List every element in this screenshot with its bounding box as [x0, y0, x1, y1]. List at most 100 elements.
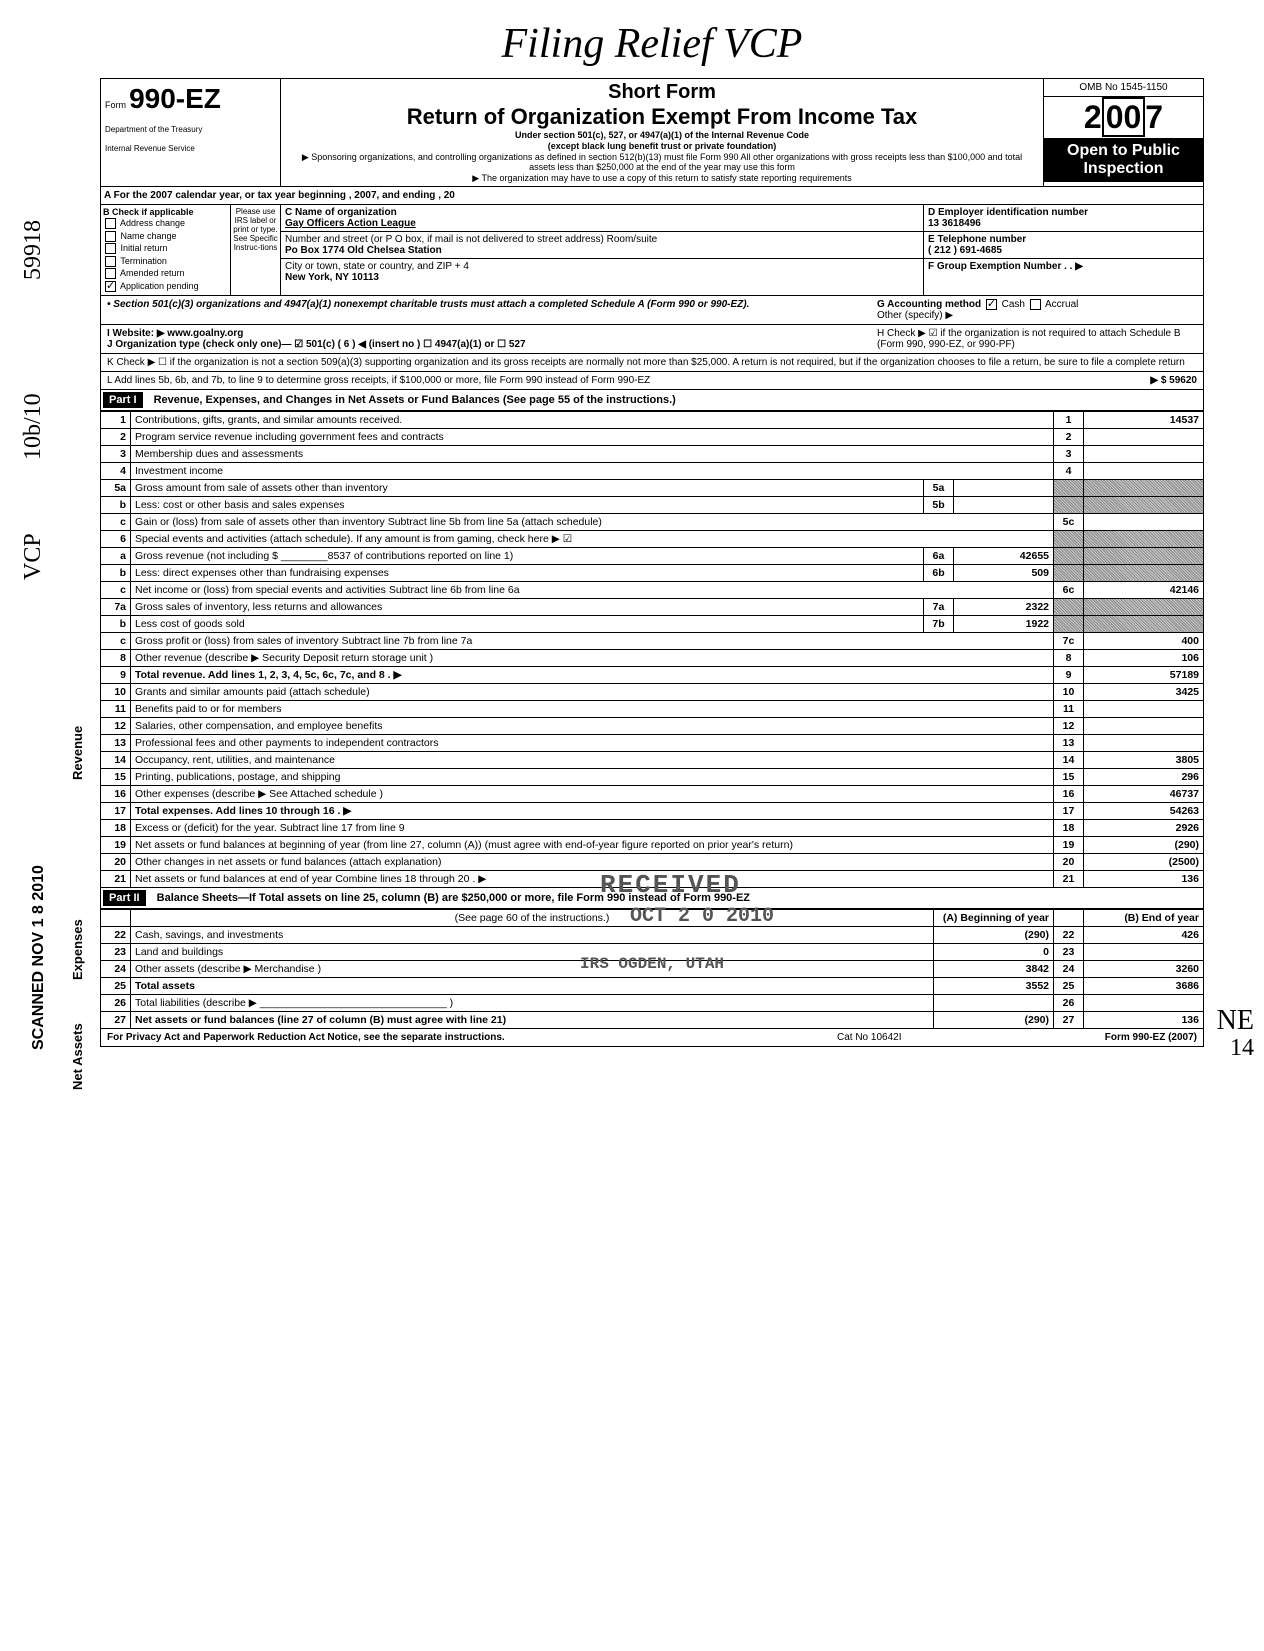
- table-row: 25Total assets3552253686: [101, 977, 1204, 994]
- table-row: 14Occupancy, rent, utilities, and mainte…: [101, 751, 1204, 768]
- table-row: 5aGross amount from sale of assets other…: [101, 479, 1204, 496]
- table-row: 6Special events and activities (attach s…: [101, 530, 1204, 547]
- part2-title: Balance Sheets—If Total assets on line 2…: [157, 892, 750, 904]
- addr-label: Number and street (or P O box, if mail i…: [285, 234, 657, 245]
- margin-ne: NE: [1217, 1005, 1254, 1037]
- table-row: 18Excess or (deficit) for the year. Subt…: [101, 819, 1204, 836]
- dept-treasury: Department of the Treasury: [105, 125, 276, 134]
- expenses-label: Expenses: [70, 919, 85, 980]
- cb-pending[interactable]: Application pending: [103, 280, 228, 293]
- table-row: 21Net assets or fund balances at end of …: [101, 870, 1204, 887]
- short-form-label: Short Form: [291, 81, 1033, 104]
- website-label: I Website: ▶: [107, 328, 165, 339]
- cb-accrual[interactable]: [1030, 299, 1041, 310]
- subtitle-4: ▶ The organization may have to use a cop…: [291, 173, 1033, 184]
- table-row: 1Contributions, gifts, grants, and simil…: [101, 411, 1204, 428]
- table-row: 23Land and buildings023: [101, 943, 1204, 960]
- e-label: E Telephone number: [928, 234, 1026, 245]
- accrual-label: Accrual: [1045, 299, 1078, 310]
- l-text: L Add lines 5b, 6b, and 7b, to line 9 to…: [107, 375, 650, 386]
- table-row: bLess cost of goods sold7b1922: [101, 615, 1204, 632]
- table-row: 10Grants and similar amounts paid (attac…: [101, 683, 1204, 700]
- col-a-header: (A) Beginning of year: [934, 909, 1054, 926]
- cb-amended[interactable]: Amended return: [103, 267, 228, 280]
- open-public-1: Open to Public: [1048, 142, 1199, 160]
- g-other: Other (specify) ▶: [877, 310, 953, 321]
- part1-title: Revenue, Expenses, and Changes in Net As…: [154, 394, 676, 406]
- form-prefix: Form: [105, 100, 126, 110]
- section-501-row: • Section 501(c)(3) organizations and 49…: [100, 296, 1204, 325]
- table-row: 3Membership dues and assessments3: [101, 445, 1204, 462]
- org-address: Po Box 1774 Old Chelsea Station: [285, 245, 442, 256]
- table-row: aGross revenue (not including $ ________…: [101, 547, 1204, 564]
- subtitle-3: ▶ Sponsoring organizations, and controll…: [291, 152, 1033, 174]
- website-row: I Website: ▶ www.goalny.org J Organizati…: [100, 325, 1204, 354]
- table-row: 11Benefits paid to or for members11: [101, 700, 1204, 717]
- part1-label: Part I: [103, 392, 143, 408]
- table-row: 17Total expenses. Add lines 10 through 1…: [101, 802, 1204, 819]
- part2-label: Part II: [103, 890, 146, 906]
- margin-note-3: VCP: [20, 533, 47, 580]
- table-row: bLess: direct expenses other than fundra…: [101, 564, 1204, 581]
- table-row: 4Investment income4: [101, 462, 1204, 479]
- table-row: cGross profit or (loss) from sales of in…: [101, 632, 1204, 649]
- cash-label: Cash: [1002, 299, 1025, 310]
- table-row: 9Total revenue. Add lines 1, 2, 3, 4, 5c…: [101, 666, 1204, 683]
- k-row: K Check ▶ ☐ if the organization is not a…: [100, 354, 1204, 372]
- table-row: 16Other expenses (describe ▶ See Attache…: [101, 785, 1204, 802]
- part2-header: Part II Balance Sheets—If Total assets o…: [100, 888, 1204, 909]
- table-row: cGain or (loss) from sale of assets othe…: [101, 513, 1204, 530]
- c-label: C Name of organization: [285, 207, 397, 218]
- table-row: 13Professional fees and other payments t…: [101, 734, 1204, 751]
- table-row: cNet income or (loss) from special event…: [101, 581, 1204, 598]
- h-check: H Check ▶ ☑ if the organization is not r…: [877, 328, 1197, 350]
- l-row: L Add lines 5b, 6b, and 7b, to line 9 to…: [100, 372, 1204, 390]
- cb-initial[interactable]: Initial return: [103, 242, 228, 255]
- scanned-stamp: SCANNED NOV 1 8 2010: [30, 865, 48, 1050]
- f-label: F Group Exemption Number . . ▶: [928, 261, 1083, 272]
- ein: 13 3618496: [928, 218, 981, 229]
- open-public-2: Inspection: [1048, 160, 1199, 178]
- website-value: www.goalny.org: [167, 328, 243, 339]
- netassets-label: Net Assets: [70, 1023, 85, 1090]
- footer: For Privacy Act and Paperwork Reduction …: [100, 1029, 1204, 1047]
- main-title: Return of Organization Exempt From Incom…: [291, 104, 1033, 130]
- table-row: 27Net assets or fund balances (line 27 o…: [101, 1011, 1204, 1028]
- table-row: 2Program service revenue including gover…: [101, 428, 1204, 445]
- table-row: 20Other changes in net assets or fund ba…: [101, 853, 1204, 870]
- table-row: 24Other assets (describe ▶ Merchandise )…: [101, 960, 1204, 977]
- sec501-text: • Section 501(c)(3) organizations and 49…: [107, 299, 877, 321]
- instructions-label: Please use IRS label or print or type. S…: [231, 205, 281, 295]
- balance-table: (See page 60 of the instructions.) (A) B…: [100, 909, 1204, 1029]
- table-row: 22Cash, savings, and investments(290)224…: [101, 926, 1204, 943]
- privacy-notice: For Privacy Act and Paperwork Reduction …: [107, 1032, 837, 1043]
- row-a: A For the 2007 calendar year, or tax yea…: [100, 187, 1204, 205]
- part1-header: Part I Revenue, Expenses, and Changes in…: [100, 390, 1204, 411]
- cb-address[interactable]: Address change: [103, 217, 228, 230]
- phone: ( 212 ) 691-4685: [928, 245, 1002, 256]
- table-row: 7aGross sales of inventory, less returns…: [101, 598, 1204, 615]
- cb-term[interactable]: Termination: [103, 255, 228, 268]
- org-name: Gay Officers Action League: [285, 218, 416, 229]
- cb-name[interactable]: Name change: [103, 230, 228, 243]
- part2-instr: (See page 60 of the instructions.): [131, 909, 934, 926]
- form-number: 990-EZ: [129, 83, 221, 114]
- handwritten-title: Filing Relief VCP: [100, 20, 1204, 68]
- j-orgtype: J Organization type (check only one)— ☑ …: [107, 339, 526, 350]
- margin-note-1: 59918: [20, 220, 47, 280]
- cat-no: Cat No 10642I: [837, 1032, 1017, 1043]
- dept-irs: Internal Revenue Service: [105, 144, 276, 153]
- subtitle-2: (except black lung benefit trust or priv…: [291, 141, 1033, 152]
- form-ref: Form 990-EZ (2007): [1017, 1032, 1197, 1043]
- col-b-header: B Check if applicable: [103, 207, 228, 217]
- form-header: Form 990-EZ Department of the Treasury I…: [100, 78, 1204, 187]
- revenue-label: Revenue: [70, 726, 85, 780]
- table-row: 12Salaries, other compensation, and empl…: [101, 717, 1204, 734]
- subtitle-1: Under section 501(c), 527, or 4947(a)(1)…: [291, 130, 1033, 141]
- d-label: D Employer identification number: [928, 207, 1088, 218]
- entity-info-grid: B Check if applicable Address change Nam…: [100, 205, 1204, 296]
- cb-cash[interactable]: [986, 299, 997, 310]
- table-row: 26Total liabilities (describe ▶ ________…: [101, 994, 1204, 1011]
- margin-note-2: 10b/10: [20, 393, 47, 460]
- table-row: bLess: cost or other basis and sales exp…: [101, 496, 1204, 513]
